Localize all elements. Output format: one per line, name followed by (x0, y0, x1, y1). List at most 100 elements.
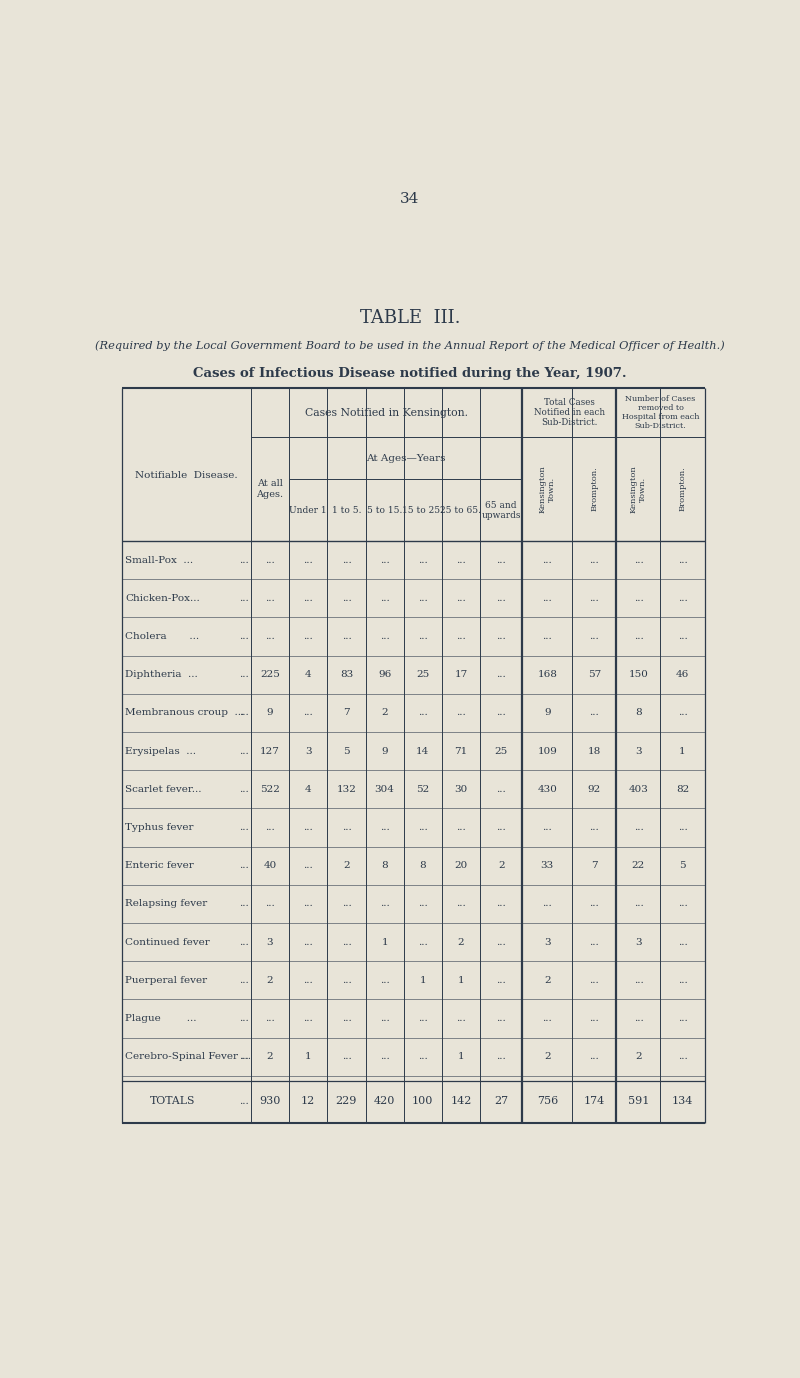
Text: ...: ... (342, 823, 351, 832)
Text: ...: ... (496, 670, 506, 679)
Text: 2: 2 (458, 937, 464, 947)
Text: 65 and
upwards: 65 and upwards (482, 500, 521, 520)
Text: ...: ... (456, 900, 466, 908)
Text: 2: 2 (498, 861, 505, 870)
Text: ...: ... (496, 708, 506, 718)
Text: ...: ... (380, 900, 390, 908)
Text: ...: ... (265, 1014, 275, 1022)
Text: ...: ... (238, 708, 249, 718)
Text: ...: ... (496, 594, 506, 602)
Text: ...: ... (634, 633, 643, 641)
Text: ...: ... (238, 1014, 249, 1022)
Text: 3: 3 (266, 937, 274, 947)
Text: ...: ... (380, 1014, 390, 1022)
Text: ...: ... (496, 823, 506, 832)
Text: ...: ... (678, 1014, 687, 1022)
Text: 8: 8 (382, 861, 388, 870)
Text: ...: ... (496, 937, 506, 947)
Text: ...: ... (418, 1014, 428, 1022)
Text: 5 to 15.: 5 to 15. (367, 506, 402, 515)
Text: ...: ... (678, 708, 687, 718)
Text: ...: ... (456, 708, 466, 718)
Text: Kensington
Town.: Kensington Town. (538, 466, 556, 513)
Text: ...: ... (634, 594, 643, 602)
Text: ...: ... (590, 555, 599, 565)
Text: 403: 403 (629, 784, 648, 794)
Text: 430: 430 (538, 784, 558, 794)
Text: ...: ... (265, 633, 275, 641)
Text: 25: 25 (494, 747, 508, 755)
Text: Scarlet fever...: Scarlet fever... (126, 784, 202, 794)
Text: ...: ... (634, 976, 643, 985)
Text: ...: ... (303, 900, 313, 908)
Text: 9: 9 (266, 708, 274, 718)
Text: 3: 3 (544, 937, 550, 947)
Text: ...: ... (265, 823, 275, 832)
Text: ...: ... (590, 823, 599, 832)
Text: 14: 14 (416, 747, 430, 755)
Text: 22: 22 (632, 861, 645, 870)
Text: 92: 92 (588, 784, 601, 794)
Text: ...: ... (542, 823, 552, 832)
Text: 40: 40 (263, 861, 277, 870)
Text: Brompton.: Brompton. (678, 467, 686, 511)
Text: ...: ... (542, 594, 552, 602)
Text: 9: 9 (382, 747, 388, 755)
Text: 25: 25 (416, 670, 430, 679)
Text: Cases Notified in Kensington.: Cases Notified in Kensington. (305, 408, 468, 418)
Text: ...: ... (303, 708, 313, 718)
Text: 100: 100 (412, 1097, 434, 1107)
Text: ...: ... (342, 976, 351, 985)
Text: 4: 4 (305, 784, 311, 794)
Text: 2: 2 (343, 861, 350, 870)
Text: Small-Pox  ...: Small-Pox ... (126, 555, 194, 565)
Text: At Ages—Years: At Ages—Years (366, 453, 446, 463)
Text: 1: 1 (679, 747, 686, 755)
Text: ...: ... (542, 900, 552, 908)
Text: Kensington
Town.: Kensington Town. (630, 466, 647, 513)
Text: ...: ... (418, 823, 428, 832)
Text: ...: ... (496, 1014, 506, 1022)
Text: ...: ... (418, 555, 428, 565)
Text: ...: ... (238, 861, 249, 870)
Text: ...: ... (238, 937, 249, 947)
Text: ...: ... (342, 937, 351, 947)
Text: Total Cases
Notified in each
Sub-District.: Total Cases Notified in each Sub-Distric… (534, 398, 605, 427)
Text: ...: ... (303, 1014, 313, 1022)
Text: 142: 142 (450, 1097, 472, 1107)
Text: ...: ... (342, 594, 351, 602)
Text: 1: 1 (305, 1053, 311, 1061)
Text: Chicken-Pox...: Chicken-Pox... (126, 594, 200, 602)
Text: Brompton.: Brompton. (590, 467, 598, 511)
Text: ...: ... (590, 1053, 599, 1061)
Text: 71: 71 (454, 747, 468, 755)
Text: Cases of Infectious Disease notified during the Year, 1907.: Cases of Infectious Disease notified dur… (193, 367, 627, 380)
Text: ...: ... (542, 555, 552, 565)
Text: 34: 34 (400, 192, 420, 205)
Text: ...: ... (678, 823, 687, 832)
Text: ...: ... (634, 900, 643, 908)
Text: 420: 420 (374, 1097, 395, 1107)
Text: Continued fever: Continued fever (126, 937, 210, 947)
Text: ...: ... (303, 976, 313, 985)
Text: ...: ... (456, 823, 466, 832)
Text: 930: 930 (259, 1097, 281, 1107)
Text: 15 to 25.: 15 to 25. (402, 506, 443, 515)
Text: 5: 5 (679, 861, 686, 870)
Text: 109: 109 (538, 747, 558, 755)
Text: ...: ... (678, 594, 687, 602)
Text: ...: ... (380, 633, 390, 641)
Text: ...: ... (496, 1053, 506, 1061)
Text: ...: ... (678, 555, 687, 565)
Text: ...: ... (265, 555, 275, 565)
Text: 7: 7 (591, 861, 598, 870)
Text: ...: ... (678, 633, 687, 641)
Text: 2: 2 (382, 708, 388, 718)
Text: 33: 33 (541, 861, 554, 870)
Text: 52: 52 (416, 784, 430, 794)
Text: Notifiable  Disease.: Notifiable Disease. (135, 471, 238, 480)
Text: 46: 46 (676, 670, 689, 679)
Text: At all
Ages.: At all Ages. (257, 480, 284, 499)
Text: ...: ... (303, 594, 313, 602)
Text: ...: ... (496, 900, 506, 908)
